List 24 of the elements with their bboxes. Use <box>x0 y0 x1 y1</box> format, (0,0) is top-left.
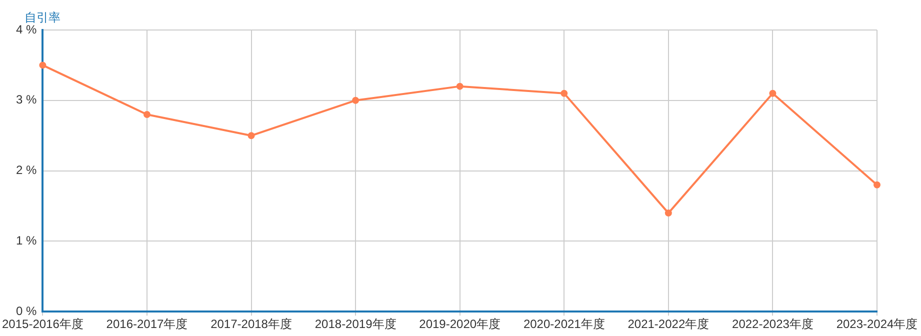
point <box>39 62 46 69</box>
y-tick-label: 0 % <box>16 304 38 318</box>
x-tick-label: 2020-2021年度 <box>523 317 605 332</box>
point <box>143 110 150 118</box>
y-tick-label: 1 % <box>16 234 38 248</box>
point <box>560 90 568 97</box>
x-tick-label: 2021-2022年度 <box>628 317 710 332</box>
point <box>456 82 464 90</box>
point <box>664 210 672 217</box>
y-axis-title: 自引率 <box>24 10 61 24</box>
y-tick-label: 4 % <box>16 22 38 36</box>
point <box>769 90 776 97</box>
x-tick-label: 2018-2019年度 <box>314 317 396 332</box>
x-tick-label: 2016-2017年度 <box>106 317 188 332</box>
point <box>352 96 360 104</box>
point <box>248 132 255 140</box>
point <box>874 181 880 188</box>
x-tick-label: 2017-2018年度 <box>210 317 292 332</box>
x-tick-label: 2022-2023年度 <box>732 317 814 332</box>
x-tick-label: 2015-2016年度 <box>2 317 84 332</box>
y-tick-label: 3 % <box>16 92 38 107</box>
x-tick-label: 2023-2024年度 <box>836 317 918 332</box>
y-tick-label: 2 % <box>16 163 38 178</box>
x-tick-label: 2019-2020年度 <box>419 317 501 332</box>
